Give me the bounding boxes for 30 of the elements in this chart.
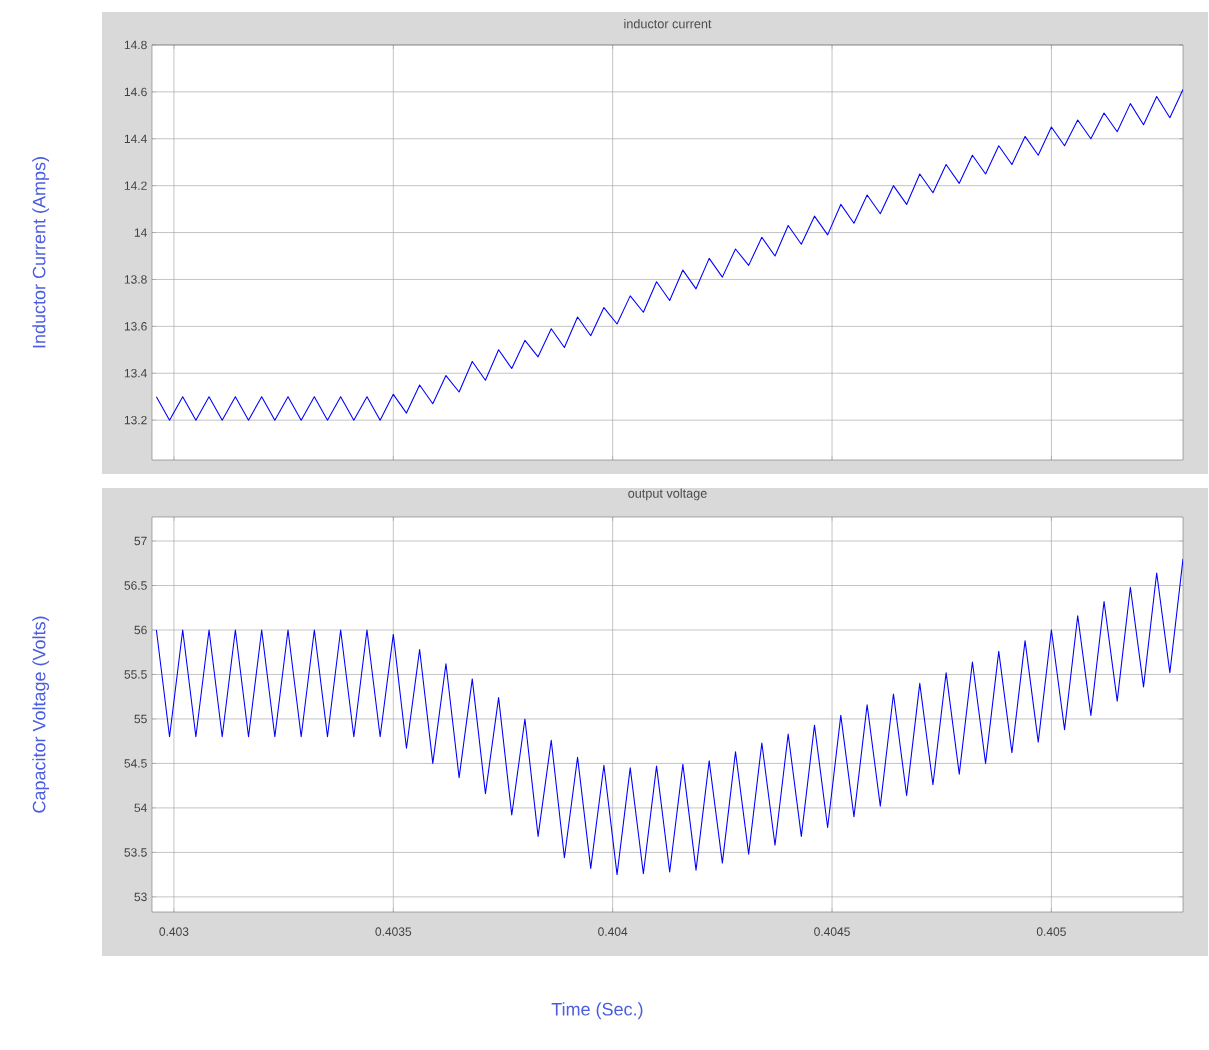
y-tick-label: 55.5 (124, 670, 147, 679)
y-tick-label: 13.6 (124, 322, 147, 331)
y-tick-label: 13.8 (124, 275, 147, 284)
y-tick-label: 55 (134, 714, 147, 724)
x-tick-label: 0.4045 (814, 927, 850, 936)
y-tick-label: 14 (134, 228, 147, 237)
line-series (155, 89, 1184, 421)
y-tick-label: 54.5 (124, 759, 147, 768)
y-tick-label: 14.6 (124, 87, 147, 97)
y-axis-title: Inductor Current (Amps) (32, 157, 50, 348)
y-tick-label: 14.8 (124, 40, 147, 50)
y-tick-label: 14.4 (124, 134, 147, 143)
chart-title: inductor current (624, 18, 712, 29)
chart-title: output voltage (628, 488, 707, 501)
x-tick-label: 0.404 (598, 927, 628, 936)
line-series (155, 558, 1184, 876)
x-tick-label: 0.4035 (375, 927, 412, 936)
y-axis-title: Capacitor Voltage (Volts) (32, 616, 50, 813)
y-tick-label: 56.5 (124, 581, 147, 590)
y-tick-label: 14.2 (124, 181, 147, 190)
y-tick-label: 56 (134, 625, 147, 635)
x-tick-label: 0.403 (159, 927, 189, 936)
y-tick-label: 57 (134, 536, 147, 546)
y-tick-label: 53.5 (124, 848, 147, 857)
y-tick-label: 54 (134, 803, 147, 813)
x-axis-title: Time (Sec.) (551, 1002, 643, 1020)
y-tick-label: 13.4 (124, 368, 147, 378)
x-tick-label: 0.405 (1036, 927, 1066, 936)
y-tick-label: 13.2 (124, 415, 147, 425)
y-tick-label: 53 (134, 892, 147, 902)
